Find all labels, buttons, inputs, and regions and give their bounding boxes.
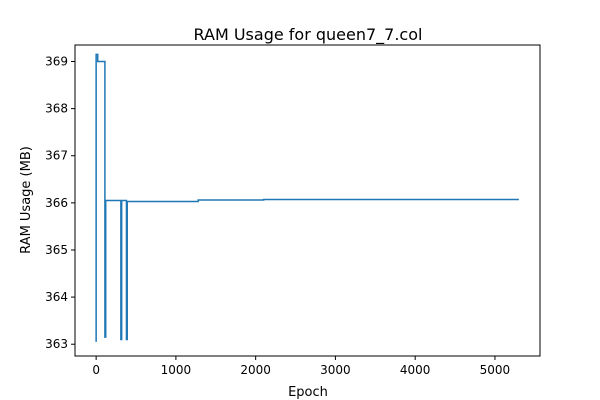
y-tick-label: 363 [45,337,68,351]
y-axis-ticks: 363 364 365 366 367 368 369 [45,54,75,351]
y-tick-label: 364 [45,290,68,304]
x-tick-label: 2000 [240,363,271,377]
x-tick-label: 3000 [320,363,351,377]
x-axis-ticks: 0 1000 2000 3000 4000 5000 [92,356,510,377]
y-tick-label: 367 [45,149,68,163]
plot-area [74,44,541,357]
x-tick-label: 4000 [400,363,431,377]
x-tick-label: 0 [92,363,100,377]
y-tick-label: 368 [45,102,68,116]
plot-frame [74,44,541,357]
series-line-0 [95,53,519,342]
y-tick-label: 365 [45,243,68,257]
chart-title: RAM Usage for queen7_7.col [194,25,423,45]
y-tick-label: 369 [45,54,68,68]
y-tick-label: 366 [45,196,68,210]
x-tick-label: 1000 [161,363,192,377]
x-tick-label: 5000 [480,363,511,377]
x-axis-label: Epoch [288,385,328,400]
y-axis-label: RAM Usage (MB) [19,146,34,254]
